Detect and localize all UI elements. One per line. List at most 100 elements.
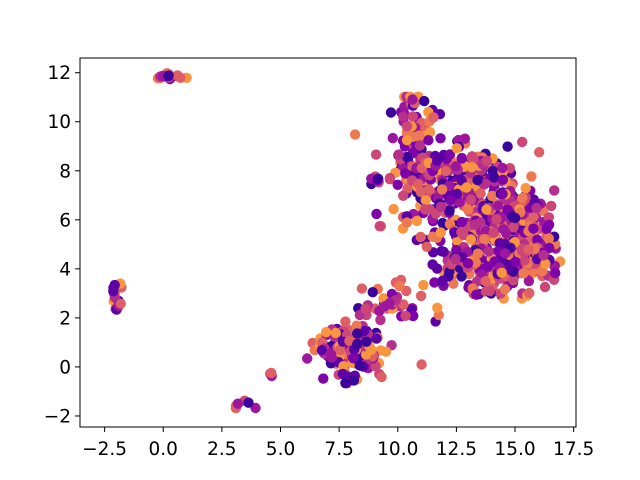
data-point xyxy=(302,353,313,364)
data-point xyxy=(462,258,474,269)
data-point xyxy=(415,231,426,243)
data-point xyxy=(543,212,555,223)
data-point xyxy=(318,373,329,384)
data-point xyxy=(481,204,492,215)
data-point xyxy=(435,227,446,238)
y-tick-label: 6 xyxy=(59,210,71,231)
x-tick-label: 5.0 xyxy=(266,439,295,460)
data-point xyxy=(398,299,409,310)
data-point xyxy=(384,298,395,309)
data-point xyxy=(334,344,346,356)
data-point xyxy=(330,327,341,339)
data-point xyxy=(163,70,174,82)
data-point xyxy=(461,182,472,193)
data-point xyxy=(499,284,511,295)
data-point xyxy=(498,224,509,235)
data-point xyxy=(375,314,386,326)
data-point xyxy=(438,246,449,257)
data-point xyxy=(549,185,560,196)
data-point xyxy=(419,95,430,107)
x-tick-label: −2.5 xyxy=(82,439,127,460)
data-point xyxy=(413,178,424,190)
data-point xyxy=(337,368,349,380)
data-point xyxy=(483,246,494,257)
data-point xyxy=(497,188,508,200)
y-tick-label: 4 xyxy=(59,259,71,280)
data-point xyxy=(538,250,549,261)
data-point xyxy=(400,310,411,321)
data-point xyxy=(510,212,521,224)
data-point xyxy=(517,136,528,148)
data-point xyxy=(440,165,452,177)
data-point xyxy=(340,378,351,389)
data-point xyxy=(172,70,183,81)
data-point xyxy=(448,278,459,289)
data-point xyxy=(373,173,384,184)
x-tick-label: 7.5 xyxy=(324,439,353,460)
data-point xyxy=(436,184,448,195)
data-point xyxy=(413,130,425,141)
data-point xyxy=(348,375,360,386)
data-point xyxy=(354,360,365,371)
data-point xyxy=(401,217,413,228)
data-point xyxy=(469,219,480,230)
data-point xyxy=(392,179,403,190)
data-point xyxy=(444,205,455,216)
data-point xyxy=(418,279,429,291)
data-point xyxy=(416,359,427,370)
data-point xyxy=(326,352,338,363)
data-point xyxy=(531,202,542,214)
data-point xyxy=(519,255,530,266)
data-point xyxy=(534,147,545,158)
data-point xyxy=(472,174,483,186)
data-points xyxy=(108,68,566,414)
data-point xyxy=(528,211,539,222)
y-tick-label: 2 xyxy=(59,308,71,329)
data-point xyxy=(508,222,519,233)
data-point xyxy=(528,223,539,234)
data-point xyxy=(480,276,491,287)
data-point xyxy=(489,172,500,183)
data-point xyxy=(456,153,467,164)
y-tick-label: 8 xyxy=(59,161,71,182)
data-point xyxy=(423,135,434,146)
data-point xyxy=(497,162,508,174)
data-point xyxy=(546,200,557,212)
data-point xyxy=(423,184,434,195)
data-point xyxy=(492,200,504,211)
data-point xyxy=(384,172,396,184)
data-point xyxy=(424,127,436,138)
data-point xyxy=(415,186,427,198)
y-tick-label: 12 xyxy=(47,63,71,84)
data-point xyxy=(480,225,491,237)
data-point xyxy=(456,271,467,282)
data-point xyxy=(338,361,349,372)
data-point xyxy=(432,155,443,166)
plot-frame xyxy=(79,57,577,428)
data-point xyxy=(316,345,328,356)
x-tick-label: 2.5 xyxy=(207,439,236,460)
data-point xyxy=(408,310,419,322)
y-tick-label: 0 xyxy=(59,357,71,378)
data-point xyxy=(491,214,502,225)
data-point xyxy=(450,161,462,172)
data-point xyxy=(465,234,477,245)
data-point xyxy=(415,290,427,302)
data-point xyxy=(427,259,438,270)
data-point xyxy=(451,143,462,154)
data-point xyxy=(351,320,362,331)
data-point xyxy=(367,287,378,298)
data-point xyxy=(388,203,399,215)
data-point xyxy=(526,171,537,182)
data-point xyxy=(371,208,382,220)
data-point xyxy=(479,233,490,245)
data-point xyxy=(435,201,447,212)
data-point xyxy=(428,112,439,123)
x-tick-label: 12.5 xyxy=(436,439,477,460)
data-point xyxy=(470,257,482,268)
data-point xyxy=(348,353,359,364)
data-point xyxy=(414,140,426,151)
data-point xyxy=(349,129,361,140)
data-point xyxy=(475,188,486,199)
data-point xyxy=(496,267,507,278)
